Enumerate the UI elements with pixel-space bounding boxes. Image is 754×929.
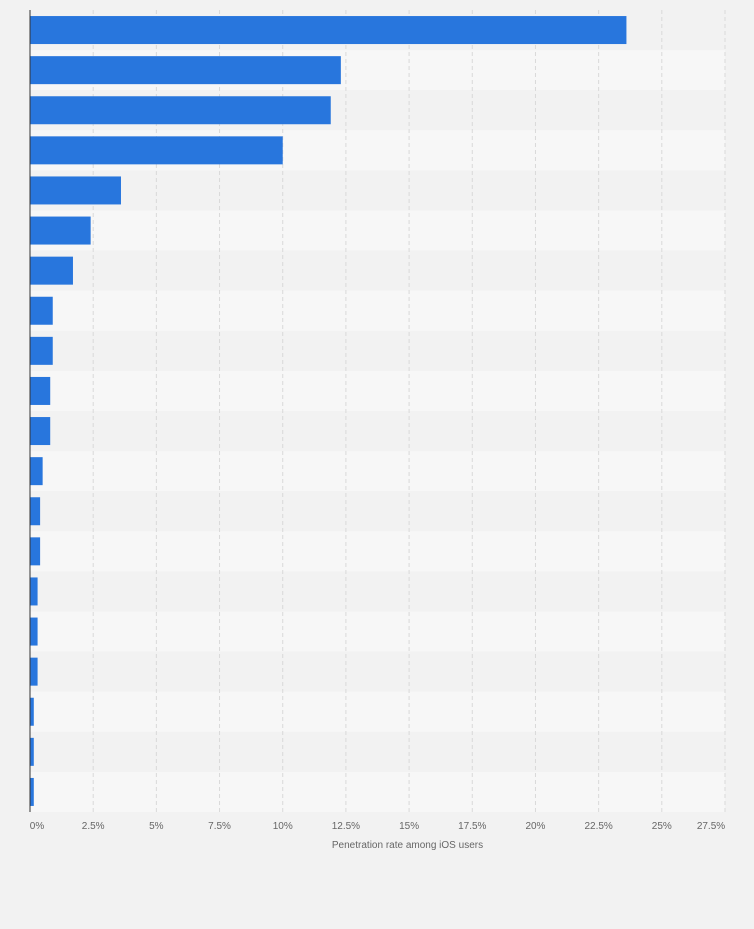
x-tick-label: 20% [525, 821, 545, 832]
row-band [30, 531, 725, 572]
bar[interactable] [30, 96, 331, 125]
bar[interactable] [30, 56, 341, 85]
bars [30, 16, 627, 806]
x-tick-labels: 0% 2.5% 5% 7.5% 10% 12.5% 15% 17.5% 20% 22.5% 25% 2… [30, 821, 726, 832]
row-band [30, 250, 725, 291]
bar[interactable] [30, 296, 53, 325]
x-tick-label: 17.5% [458, 821, 486, 832]
bar[interactable] [30, 657, 38, 686]
row-band [30, 170, 725, 211]
bar[interactable] [30, 457, 43, 486]
grid-lines [92, 10, 726, 812]
bar[interactable] [30, 697, 34, 726]
x-tick-label: 2.5% [82, 821, 105, 832]
bar[interactable] [30, 497, 41, 526]
bar[interactable] [30, 336, 53, 365]
row-band [30, 771, 725, 812]
x-tick-label: 10% [273, 821, 293, 832]
bar[interactable] [30, 417, 51, 446]
x-tick-label: 0% [30, 821, 45, 832]
x-tick-label: 5% [149, 821, 164, 832]
bar[interactable] [30, 777, 34, 806]
row-band [30, 571, 725, 612]
bar[interactable] [30, 216, 91, 245]
bar[interactable] [30, 617, 38, 646]
bar[interactable] [30, 577, 38, 606]
row-band [30, 290, 725, 331]
bar[interactable] [30, 256, 73, 285]
bar[interactable] [30, 16, 627, 45]
row-band [30, 411, 725, 452]
bar[interactable] [30, 737, 34, 766]
row-band [30, 691, 725, 732]
bar[interactable] [30, 537, 41, 566]
row-band [30, 491, 725, 532]
bar[interactable] [30, 136, 283, 165]
row-band [30, 731, 725, 772]
x-tick-label: 22.5% [584, 821, 612, 832]
x-tick-label: 15% [399, 821, 419, 832]
row-band [30, 451, 725, 492]
row-band [30, 651, 725, 692]
row-band [30, 210, 725, 251]
bar[interactable] [30, 376, 51, 405]
x-tick-label: 7.5% [208, 821, 231, 832]
x-tick-label: 27.5% [697, 821, 725, 832]
row-band [30, 330, 725, 371]
row-band [30, 370, 725, 411]
row-bands [30, 10, 725, 812]
x-tick-label: 25% [652, 821, 672, 832]
x-tick-label: 12.5% [332, 821, 360, 832]
row-band [30, 611, 725, 652]
x-axis-title: Penetration rate among iOS users [332, 840, 483, 851]
bar[interactable] [30, 176, 121, 205]
